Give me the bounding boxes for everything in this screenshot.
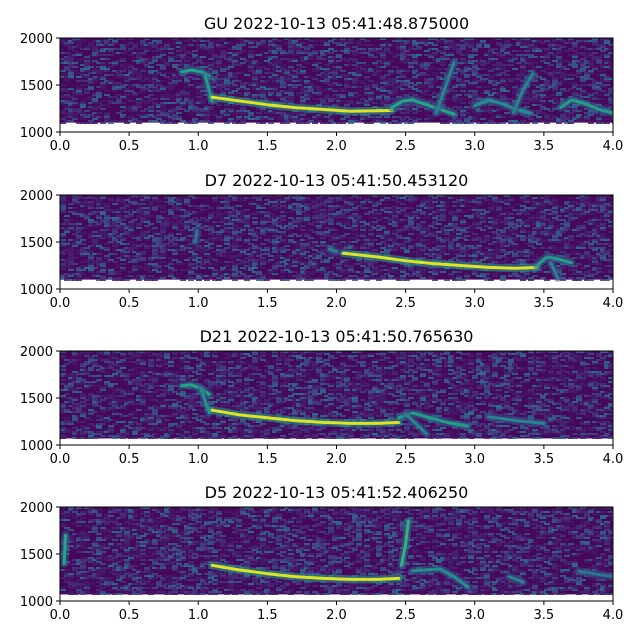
x-tick-label: 2.0 [326,452,347,467]
trace-8 [559,98,613,115]
x-tick-label: 0.0 [50,608,71,623]
x-tick-label: 0.0 [50,139,71,154]
trace-6 [576,569,613,579]
x-tick-label: 0.5 [119,608,140,623]
subplot-title: D21 2022-10-13 05:41:50.765630 [200,327,474,346]
x-tick-label: 4.0 [603,452,624,467]
x-tick-label: 1.0 [188,296,209,311]
trace-2 [210,563,401,581]
x-tick-label: 3.0 [464,296,485,311]
x-tick-label: 2.0 [326,608,347,623]
spectrogram-image [60,195,613,282]
x-tick-label: 0.5 [119,296,140,311]
x-tick-label: 2.5 [395,296,416,311]
trace-3 [210,95,394,113]
trace-1 [328,248,338,253]
y-tick-label: 1000 [20,595,53,610]
x-tick-label: 3.0 [464,608,485,623]
x-tick-label: 4.0 [603,608,624,623]
x-tick-label: 3.5 [534,139,555,154]
subplot-title: GU 2022-10-13 05:41:48.875000 [204,14,469,33]
trace-7 [512,72,535,114]
y-tick-label: 2000 [20,501,53,516]
subplot-2: D7 2022-10-13 05:41:50.453120 0.0 0.5 1.0 1.… [20,171,623,311]
spectrogram-image [60,351,613,439]
x-tick-label: 3.5 [534,608,555,623]
x-tick-label: 4.0 [603,296,624,311]
trace-3 [535,255,573,267]
subplot-title: D5 2022-10-13 05:41:52.406250 [205,483,469,502]
y-tick-label: 1500 [20,236,53,251]
x-tick-label: 0.0 [50,296,71,311]
y-tick-label: 1000 [20,283,53,298]
trace-2 [199,387,211,415]
trace-5 [434,60,456,115]
x-tick-label: 3.5 [534,296,555,311]
x-tick-label: 1.0 [188,608,209,623]
x-tick-label: 2.5 [395,452,416,467]
trace-5 [507,575,525,584]
y-tick-label: 1500 [20,79,53,94]
subplot-title: D7 2022-10-13 05:41:50.453120 [205,171,469,190]
y-tick-label: 1000 [20,439,53,454]
trace-4 [390,98,456,116]
x-tick-label: 2.5 [395,608,416,623]
trace-6 [473,98,532,115]
trace-4 [549,261,560,280]
x-tick-label: 0.5 [119,139,140,154]
trace-5 [404,412,428,436]
trace-4 [411,567,470,589]
trace-1 [62,533,67,565]
spectrogram-image [60,38,613,124]
trace-6 [487,415,546,425]
x-tick-label: 3.0 [464,139,485,154]
x-tick-label: 0.0 [50,452,71,467]
y-tick-label: 1500 [20,548,53,563]
x-tick-label: 0.5 [119,452,140,467]
subplot-4: D5 2022-10-13 05:41:52.406250 0.0 0.5 1.0 1.… [20,483,623,623]
x-tick-label: 2.0 [326,139,347,154]
x-tick-label: 4.0 [603,139,624,154]
spectrogram-image [60,507,613,595]
x-tick-label: 1.5 [257,452,278,467]
x-tick-label: 1.5 [257,608,278,623]
trace-3 [210,408,401,425]
y-tick-label: 2000 [20,189,53,204]
x-tick-label: 3.0 [464,452,485,467]
y-tick-label: 1000 [20,126,53,141]
trace-5 [194,229,199,244]
trace-2 [341,251,539,270]
x-tick-label: 1.0 [188,452,209,467]
subplot-1: GU 2022-10-13 05:41:48.875000 0.0 0.5 1.0 1.… [20,14,623,154]
x-tick-label: 1.5 [257,296,278,311]
subplot-3: D21 2022-10-13 05:41:50.765630 0.0 0.5 1.0 1… [20,327,623,467]
y-tick-label: 2000 [20,345,53,360]
y-tick-label: 1500 [20,392,53,407]
trace-3 [400,519,410,567]
x-tick-label: 1.0 [188,139,209,154]
x-tick-label: 2.0 [326,296,347,311]
x-tick-label: 1.5 [257,139,278,154]
x-tick-label: 3.5 [534,452,555,467]
x-tick-label: 2.5 [395,139,416,154]
y-tick-label: 2000 [20,32,53,47]
